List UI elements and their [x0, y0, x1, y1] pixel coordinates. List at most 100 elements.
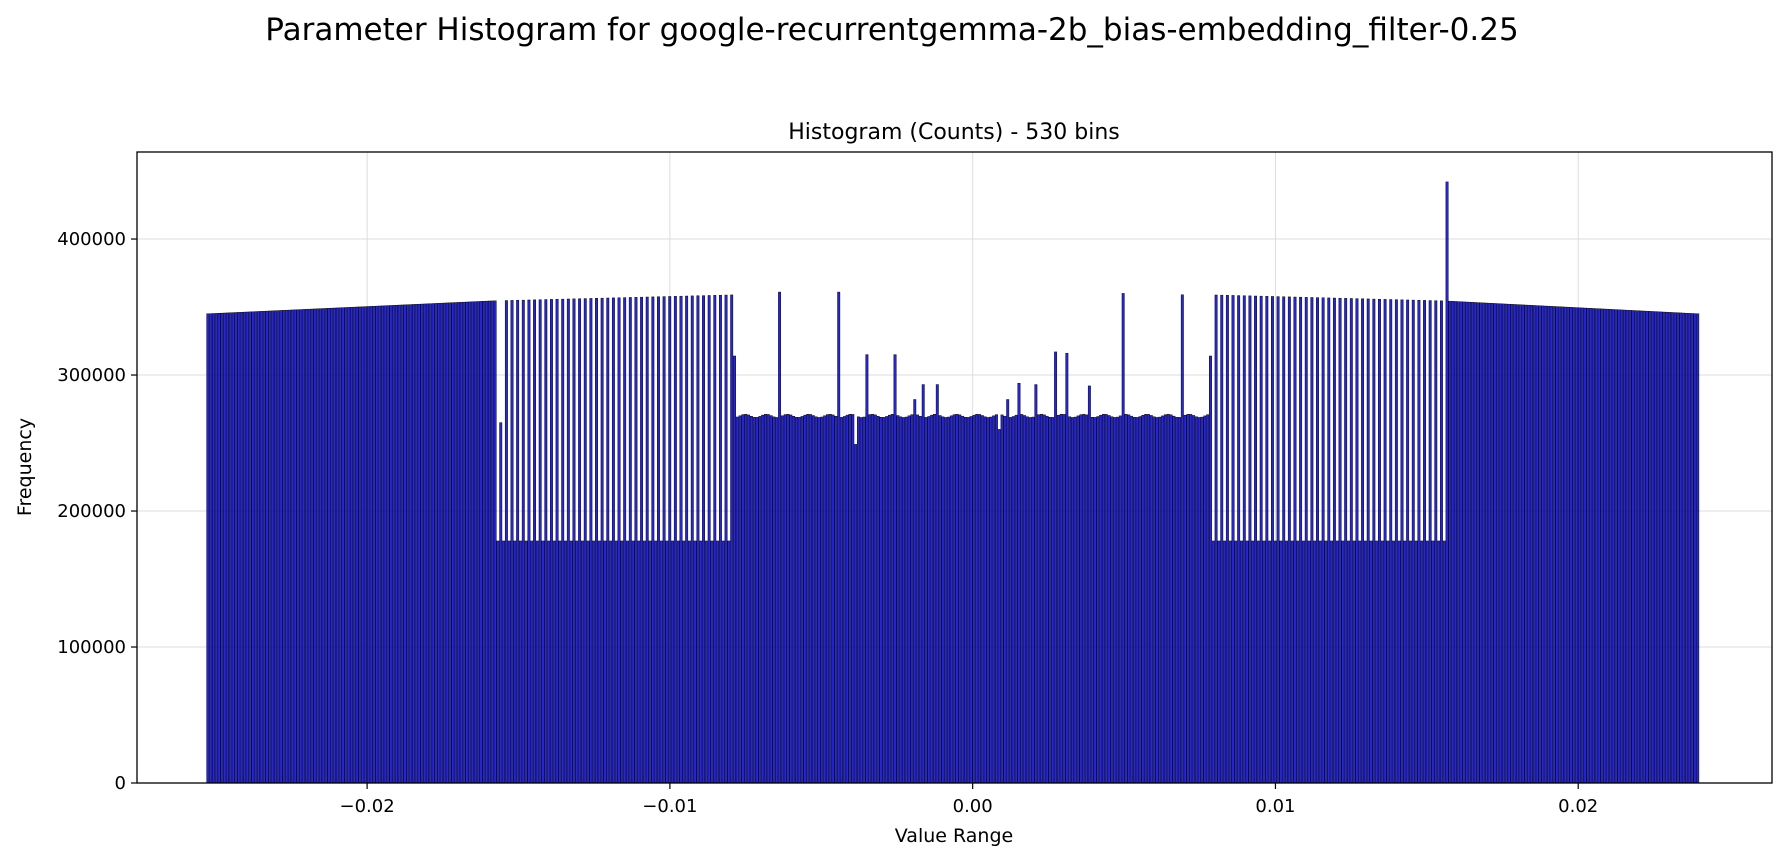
- histogram-bar: [288, 309, 291, 784]
- histogram-bar: [1465, 301, 1469, 784]
- histogram-bar: [564, 540, 567, 784]
- histogram-bar: [1566, 306, 1570, 784]
- histogram-bar: [1411, 299, 1415, 784]
- histogram-bar: [1620, 309, 1624, 784]
- histogram-bar: [1597, 308, 1601, 784]
- histogram-bar: [1307, 540, 1311, 784]
- histogram-bar: [642, 540, 646, 784]
- histogram-bar: [1645, 310, 1649, 784]
- histogram-bar: [899, 416, 903, 784]
- histogram-bar: [1248, 295, 1252, 784]
- histogram-bar: [1482, 302, 1486, 784]
- histogram-bar: [992, 415, 996, 784]
- histogram-bar: [1287, 296, 1291, 784]
- histogram-bar: [361, 306, 365, 784]
- histogram-bar: [1265, 296, 1269, 784]
- histogram-bar: [1552, 306, 1556, 784]
- histogram-bar: [533, 299, 536, 784]
- histogram-bar: [259, 311, 263, 784]
- histogram-bar: [1504, 303, 1508, 784]
- histogram-bar: [955, 413, 959, 784]
- histogram-bar: [1589, 308, 1593, 784]
- histogram-bar: [758, 416, 762, 784]
- histogram-bar: [1507, 303, 1511, 784]
- histogram-bar: [595, 298, 598, 784]
- histogram-bar: [544, 299, 548, 784]
- histogram-bar: [1437, 540, 1441, 784]
- histogram-bar: [1538, 305, 1542, 784]
- histogram-bar: [228, 312, 232, 784]
- histogram-bar: [944, 417, 948, 784]
- histogram-bar: [842, 416, 846, 784]
- histogram-bar: [321, 308, 325, 784]
- histogram-bar: [341, 307, 345, 784]
- histogram-bar: [1451, 301, 1455, 784]
- histogram-bar: [1102, 414, 1105, 784]
- histogram-bar: [716, 540, 720, 784]
- histogram-bar: [1251, 540, 1255, 784]
- histogram-bar: [1245, 540, 1249, 784]
- histogram-bar: [775, 417, 779, 784]
- histogram-bar: [1318, 540, 1322, 784]
- histogram-bar: [1378, 298, 1381, 784]
- histogram-bar: [488, 300, 491, 784]
- histogram-bar: [755, 417, 759, 784]
- histogram-bar: [530, 540, 534, 784]
- histogram-bar: [409, 304, 413, 784]
- histogram-bar: [245, 311, 249, 784]
- histogram-bar: [1183, 414, 1187, 784]
- histogram-bar: [837, 291, 841, 784]
- histogram-bar: [1189, 414, 1193, 784]
- histogram-bar: [1389, 299, 1393, 784]
- histogram-bar: [645, 296, 649, 784]
- histogram-bar: [504, 300, 508, 784]
- histogram-bar: [637, 540, 641, 784]
- histogram-bar: [673, 296, 677, 784]
- histogram-bar: [1470, 302, 1474, 784]
- histogram-bar: [243, 311, 246, 784]
- histogram-bar: [566, 298, 570, 784]
- histogram-bar: [1301, 540, 1305, 784]
- histogram-bar: [296, 309, 300, 784]
- histogram-bar: [1025, 416, 1029, 784]
- histogram-bar: [975, 414, 979, 784]
- histogram-bar: [1068, 416, 1072, 784]
- histogram-bar: [688, 540, 691, 784]
- histogram-bar: [1366, 298, 1370, 784]
- histogram-bar: [1375, 540, 1379, 784]
- histogram-bar: [1352, 540, 1356, 784]
- histogram-bar: [1268, 540, 1272, 784]
- histogram-bar: [206, 313, 210, 784]
- histogram-bar: [1668, 312, 1671, 784]
- histogram-bar: [862, 416, 866, 784]
- histogram-bar: [352, 306, 356, 784]
- histogram-bar: [285, 309, 289, 784]
- histogram-bar: [1558, 306, 1562, 784]
- histogram-bar: [713, 295, 717, 784]
- histogram-bar: [479, 301, 483, 784]
- histogram-bar: [1279, 540, 1283, 784]
- histogram-bar: [941, 416, 945, 784]
- histogram-bar: [510, 300, 514, 784]
- histogram-bar: [1608, 309, 1612, 784]
- histogram-bar: [414, 304, 418, 784]
- histogram-bar: [426, 303, 429, 784]
- histogram-bar: [1155, 417, 1159, 784]
- histogram-bar: [1473, 302, 1477, 784]
- x-tick-label: 0.01: [1255, 796, 1295, 817]
- histogram-bar: [1203, 415, 1207, 784]
- histogram-bar: [1254, 295, 1257, 784]
- histogram-bar: [220, 312, 224, 784]
- histogram-bar: [1634, 310, 1638, 784]
- histogram-bar: [1087, 385, 1091, 784]
- histogram-bar: [454, 302, 458, 784]
- histogram-bar: [527, 299, 531, 784]
- histogram-bar: [1206, 414, 1210, 784]
- x-tick-label: 0.00: [953, 796, 993, 817]
- histogram-bar: [690, 295, 694, 784]
- histogram-bar: [1240, 540, 1243, 784]
- histogram-bar: [786, 413, 790, 784]
- histogram-bar: [679, 295, 683, 784]
- histogram-bar: [1217, 540, 1221, 784]
- histogram-bar: [552, 540, 556, 784]
